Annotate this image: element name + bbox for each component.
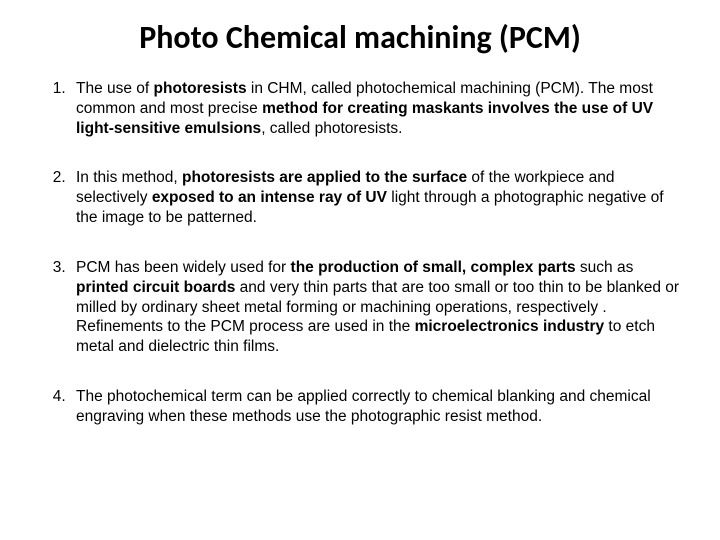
text-bold: photoresists are applied to the surface	[182, 169, 467, 186]
text: , called photoresists.	[261, 120, 402, 137]
list-item: In this method, photoresists are applied…	[70, 168, 680, 227]
bullet-list: The use of photoresists in CHM, called p…	[40, 79, 680, 427]
list-item: The photochemical term can be applied co…	[70, 387, 680, 427]
text-bold: photoresists	[154, 80, 247, 97]
text-bold: printed circuit boards	[76, 279, 235, 296]
text-bold: exposed to an intense ray of UV	[152, 189, 387, 206]
text: The use of	[76, 80, 154, 97]
list-item: The use of photoresists in CHM, called p…	[70, 79, 680, 138]
slide-title: Photo Chemical machining (PCM)	[40, 18, 680, 57]
text-bold: the production of small, complex parts	[291, 259, 576, 276]
text: such as	[576, 259, 634, 276]
list-item: PCM has been widely used for the product…	[70, 258, 680, 357]
text: In this method,	[76, 169, 182, 186]
text: The photochemical term can be applied co…	[76, 388, 651, 425]
text: PCM has been widely used for	[76, 259, 291, 276]
slide: Photo Chemical machining (PCM) The use o…	[0, 0, 720, 540]
text-bold: microelectronics industry	[415, 318, 605, 335]
text: in CHM, called photochemical machining (…	[247, 80, 589, 97]
